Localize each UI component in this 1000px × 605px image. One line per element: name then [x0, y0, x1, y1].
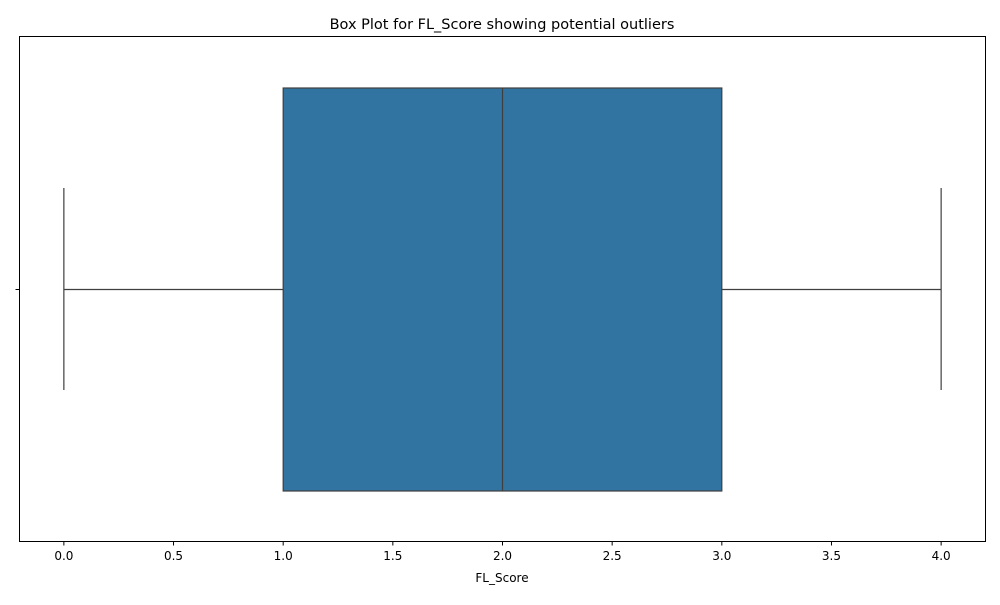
x-tick-label: 0.0 — [54, 549, 73, 563]
x-tick-label: 4.0 — [932, 549, 951, 563]
chart-title: Box Plot for FL_Score showing potential … — [330, 17, 675, 33]
x-tick-label: 1.5 — [383, 549, 402, 563]
x-tick-label: 2.5 — [603, 549, 622, 563]
x-tick-label: 3.5 — [822, 549, 841, 563]
x-axis-label: FL_Score — [475, 571, 528, 585]
x-tick-label: 3.0 — [712, 549, 731, 563]
x-tick-label: 0.5 — [164, 549, 183, 563]
x-axis-ticks: 0.0 0.5 1.0 1.5 2.0 2.5 3.0 3.5 4.0 — [54, 541, 951, 563]
x-tick-label: 2.0 — [493, 549, 512, 563]
box-group — [63, 87, 942, 492]
x-tick-label: 1.0 — [274, 549, 293, 563]
